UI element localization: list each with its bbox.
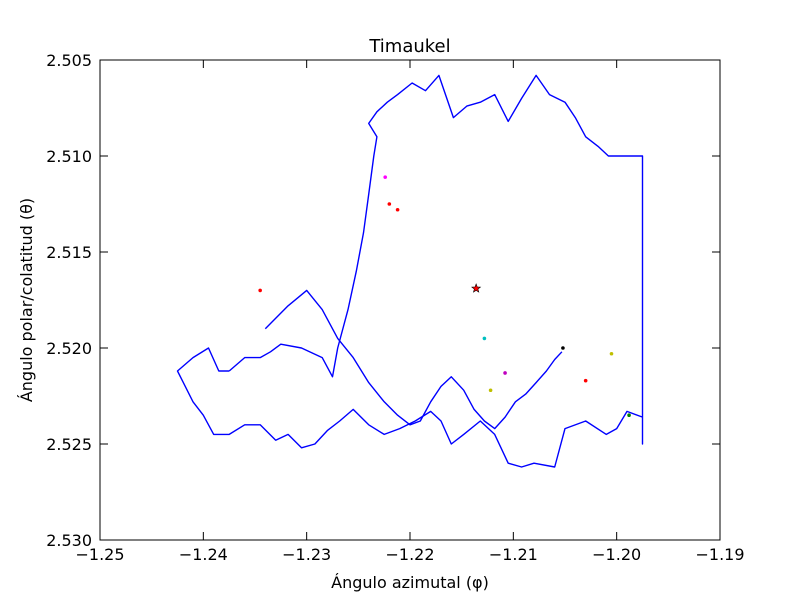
- data-point-9: [609, 351, 614, 356]
- y-tick-label: 2.515: [46, 243, 92, 262]
- data-point-8: [583, 378, 588, 383]
- x-axis-label: Ángulo azimutal (φ): [331, 573, 489, 592]
- data-point-5: [488, 388, 493, 393]
- plot-area: [176, 74, 644, 468]
- x-tick-label: −1.24: [179, 545, 228, 564]
- x-tick-label: −1.23: [282, 545, 331, 564]
- data-point-7: [561, 346, 565, 350]
- x-tick-label: −1.25: [75, 545, 124, 564]
- data-point-2: [387, 202, 392, 206]
- data-point-10: [627, 413, 631, 418]
- y-tick-label: 2.520: [46, 339, 92, 358]
- data-point-4: [482, 336, 487, 341]
- y-tick-label: 2.510: [46, 147, 92, 166]
- x-tick-label: −1.21: [489, 545, 538, 564]
- axes-frame: [99, 59, 721, 541]
- x-tick-label: −1.19: [695, 545, 744, 564]
- data-point-3: [395, 207, 400, 212]
- data-point-0: [258, 288, 262, 293]
- star-marker: [471, 283, 482, 293]
- y-axis-label: Ángulo polar/colatitud (θ): [17, 198, 36, 402]
- x-tick-label: −1.22: [385, 545, 434, 564]
- data-point-1: [383, 175, 388, 179]
- series-line-1: [264, 289, 563, 430]
- y-tick-label: 2.530: [46, 531, 92, 550]
- data-point-6: [503, 371, 507, 375]
- y-tick-label: 2.505: [46, 51, 92, 70]
- chart-title: Timaukel: [368, 36, 450, 57]
- series-line-0: [176, 74, 644, 468]
- axes: −1.25 −1.24 −1.23 −1.22 −1.21 −1.20 −1.19 2.505…: [46, 51, 744, 564]
- x-tick-label: −1.20: [592, 545, 641, 564]
- y-tick-label: 2.525: [46, 435, 92, 454]
